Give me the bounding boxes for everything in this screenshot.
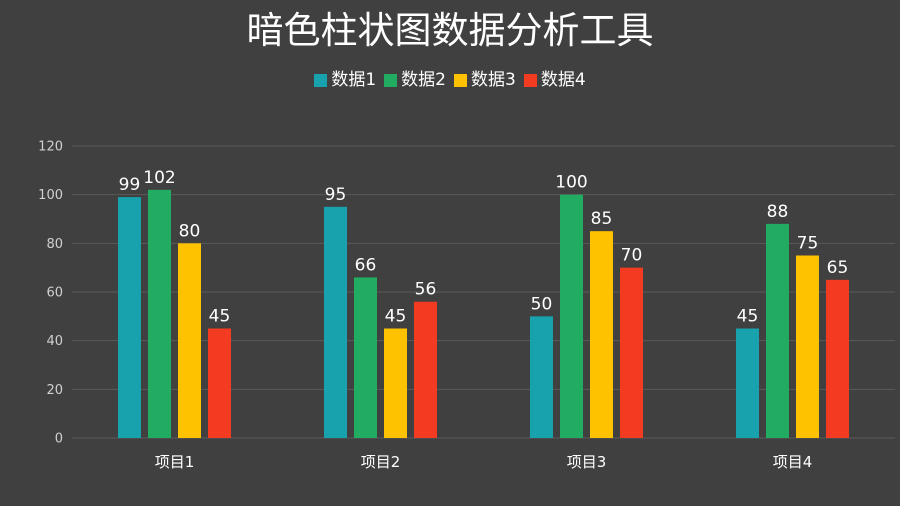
legend-item-3[interactable]: 数据3 <box>454 68 516 92</box>
legend-item-1[interactable]: 数据1 <box>314 68 376 92</box>
legend-label: 数据1 <box>331 70 377 90</box>
chart-title: 暗色柱状图数据分析工具 <box>246 9 654 52</box>
bar-value-label: 45 <box>385 307 407 327</box>
bar-数据2-项目2[interactable] <box>354 277 377 438</box>
bar-value-label: 45 <box>737 307 759 327</box>
bar-value-label: 56 <box>415 280 437 300</box>
bar-数据2-项目3[interactable] <box>560 194 583 438</box>
legend-item-2[interactable]: 数据2 <box>384 68 446 92</box>
bar-value-label: 80 <box>179 221 201 241</box>
legend-swatch-icon <box>314 73 328 87</box>
y-tick-label: 20 <box>46 383 63 398</box>
legend-item-4[interactable]: 数据4 <box>523 68 586 92</box>
bar-value-label: 95 <box>325 185 347 205</box>
bar-数据1-项目2[interactable] <box>324 206 347 438</box>
bar-value-label: 66 <box>355 255 377 275</box>
bar-数据1-项目4[interactable] <box>736 328 759 439</box>
bar-value-label: 88 <box>767 202 789 222</box>
y-tick-label: 60 <box>46 286 63 301</box>
bar-数据4-项目2[interactable] <box>414 301 437 438</box>
bar-value-label: 70 <box>621 246 643 266</box>
y-tick-label: 0 <box>55 432 63 447</box>
bar-数据3-项目4[interactable] <box>796 255 819 439</box>
x-category-label: 项目2 <box>361 453 401 471</box>
bar-value-label: 102 <box>143 168 175 188</box>
legend: 数据1 数据2 数据3 数据4 <box>0 68 900 92</box>
bar-数据2-项目1[interactable] <box>148 189 171 438</box>
bar-数据4-项目4[interactable] <box>826 279 849 438</box>
y-tick-label: 40 <box>46 334 63 349</box>
bar-value-label: 65 <box>827 258 849 278</box>
y-tick-label: 100 <box>38 188 63 203</box>
bar-数据4-项目3[interactable] <box>620 267 643 438</box>
bar-value-label: 50 <box>531 294 553 314</box>
bar-数据3-项目1[interactable] <box>178 243 201 438</box>
bar-数据2-项目4[interactable] <box>766 223 789 438</box>
bar-value-label: 85 <box>591 209 613 229</box>
bar-数据3-项目2[interactable] <box>384 328 407 439</box>
bar-数据1-项目3[interactable] <box>530 316 553 438</box>
y-tick-label: 120 <box>38 140 63 155</box>
legend-swatch-icon <box>384 73 398 87</box>
bar-value-label: 99 <box>119 175 141 195</box>
legend-label: 数据4 <box>540 70 586 90</box>
y-tick-label: 80 <box>46 237 63 252</box>
legend-label: 数据2 <box>401 70 446 90</box>
legend-label: 数据3 <box>471 70 516 90</box>
bar-数据4-项目1[interactable] <box>208 328 231 439</box>
x-category-label: 项目3 <box>567 453 607 471</box>
bar-value-label: 100 <box>555 173 587 193</box>
x-category-label: 项目1 <box>155 453 195 471</box>
legend-swatch-icon <box>454 73 467 87</box>
bar-数据1-项目1[interactable] <box>118 197 141 438</box>
bar-数据3-项目3[interactable] <box>590 231 613 438</box>
legend-swatch-icon <box>523 73 537 87</box>
bar-value-label: 45 <box>209 307 231 327</box>
x-category-label: 项目4 <box>773 453 813 471</box>
bar-value-label: 75 <box>797 234 819 254</box>
